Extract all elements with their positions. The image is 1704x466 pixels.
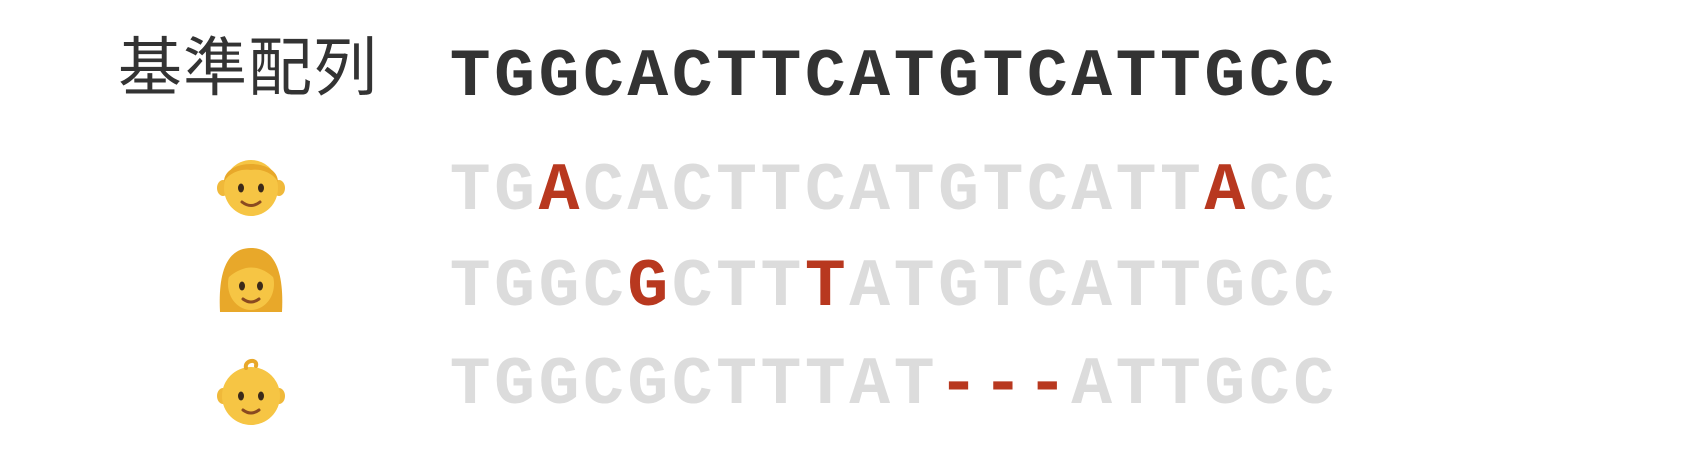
matching-base: C (1026, 249, 1068, 326)
matching-base: C (804, 153, 846, 230)
reference-base: C (671, 39, 713, 116)
matching-base: C (1293, 249, 1335, 326)
reference-base: C (804, 39, 846, 116)
matching-base: T (893, 153, 935, 230)
reference-base: G (494, 39, 535, 116)
mutated-base: G (627, 249, 669, 326)
reference-base: C (1026, 39, 1068, 116)
boy-emoji-icon (217, 160, 285, 216)
reference-label: 基準配列 (118, 32, 378, 106)
reference-base: G (538, 39, 580, 116)
matching-base: T (449, 347, 491, 424)
matching-base: T (1160, 249, 1201, 326)
matching-base: C (1026, 153, 1068, 230)
matching-base: T (1115, 249, 1157, 326)
reference-sequence: TGGCACTTCATGTCATTGCC (448, 42, 1336, 114)
reference-base: C (1293, 39, 1335, 116)
reference-base: T (449, 39, 491, 116)
matching-base: C (671, 347, 713, 424)
matching-base: C (671, 249, 713, 326)
matching-base: C (1293, 347, 1335, 424)
matching-base: C (1248, 249, 1290, 326)
matching-base: C (1248, 347, 1290, 424)
matching-base: T (716, 347, 757, 424)
reference-base: T (1115, 39, 1157, 116)
matching-base: G (627, 347, 669, 424)
matching-base: G (938, 153, 979, 230)
matching-base: T (449, 249, 491, 326)
reference-base: G (1204, 39, 1246, 116)
matching-base: C (671, 153, 713, 230)
matching-base: G (538, 249, 580, 326)
matching-base: T (1115, 153, 1157, 230)
reference-base: T (893, 39, 935, 116)
matching-base: T (716, 153, 757, 230)
reference-base: A (849, 39, 891, 116)
matching-base: G (1204, 249, 1246, 326)
matching-base: T (760, 153, 802, 230)
matching-base: C (1293, 153, 1335, 230)
mutated-base: A (1204, 153, 1246, 230)
mutated-base: A (538, 153, 580, 230)
deleted-base: - (1026, 347, 1068, 424)
matching-base: T (1160, 347, 1201, 424)
matching-base: A (1071, 249, 1113, 326)
matching-base: T (982, 249, 1024, 326)
matching-base: T (1115, 347, 1157, 424)
sequence-row-woman: TGGCGCTTTATGTCATTGCC (448, 252, 1336, 324)
deleted-base: - (982, 347, 1024, 424)
reference-base: T (760, 39, 802, 116)
matching-base: A (849, 153, 891, 230)
matching-base: T (716, 249, 757, 326)
matching-base: T (804, 347, 846, 424)
matching-base: T (893, 249, 935, 326)
matching-base: G (538, 347, 580, 424)
matching-base: G (1204, 347, 1246, 424)
matching-base: T (982, 153, 1024, 230)
sequence-row-baby: TGGCGCTTTAT---ATTGCC (448, 350, 1336, 422)
reference-base: C (1248, 39, 1290, 116)
matching-base: G (494, 347, 535, 424)
matching-base: A (849, 347, 891, 424)
matching-base: T (760, 249, 802, 326)
reference-base: A (1071, 39, 1113, 116)
reference-base: G (938, 39, 979, 116)
matching-base: G (494, 153, 535, 230)
reference-base: T (1160, 39, 1201, 116)
matching-base: C (582, 153, 624, 230)
matching-base: G (494, 249, 535, 326)
matching-base: C (582, 249, 624, 326)
matching-base: T (893, 347, 935, 424)
reference-base: T (716, 39, 757, 116)
matching-base: T (449, 153, 491, 230)
matching-base: A (627, 153, 669, 230)
matching-base: C (582, 347, 624, 424)
sequence-row-boy: TGACACTTCATGTCATTACC (448, 156, 1336, 228)
matching-base: G (938, 249, 979, 326)
woman-emoji-icon (219, 248, 283, 312)
reference-base: C (582, 39, 624, 116)
matching-base: A (1071, 153, 1113, 230)
deleted-base: - (938, 347, 979, 424)
reference-base: T (982, 39, 1024, 116)
matching-base: T (1160, 153, 1201, 230)
matching-base: A (849, 249, 891, 326)
baby-emoji-icon (217, 359, 285, 425)
mutated-base: T (804, 249, 846, 326)
matching-base: C (1248, 153, 1290, 230)
matching-base: A (1071, 347, 1113, 424)
reference-base: A (627, 39, 669, 116)
matching-base: T (760, 347, 802, 424)
